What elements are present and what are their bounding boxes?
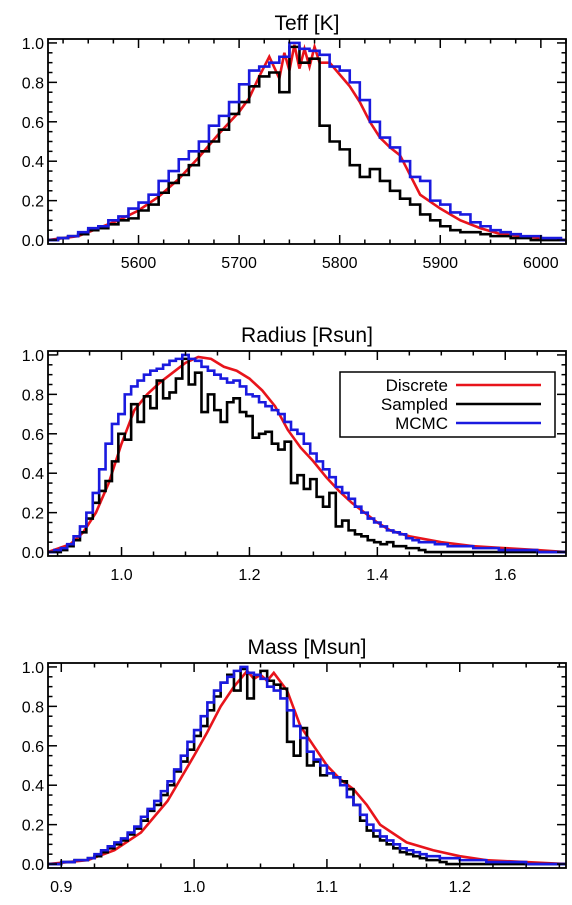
- y-tick-label: 1.0: [22, 660, 44, 677]
- y-tick-label: 0.4: [22, 778, 44, 795]
- x-tick-label: 1.1: [316, 879, 338, 896]
- y-tick-label: 0.4: [22, 466, 44, 483]
- y-tick-label: 0.6: [22, 115, 44, 132]
- chart-panel-radius-rsun: 1.0 1.2 1.4 1.6 0.0 0.2 0.4 0.6 0.8 1.0 Radius [Rs…: [22, 324, 567, 584]
- x-tick-label: 5800: [322, 255, 358, 272]
- chart-panel-mass-msun: 0.9 1.0 1.1 1.2 0.0 0.2 0.4 0.6 0.8 1.0 Mass [Msun…: [22, 636, 567, 896]
- x-tick-label: 0.9: [50, 879, 72, 896]
- x-tick-label: 1.4: [366, 567, 388, 584]
- legend-label-sampled: Sampled: [381, 395, 448, 414]
- y-tick-label: 1.0: [22, 348, 44, 365]
- series-line-mcmc: [48, 353, 566, 554]
- series-line-sampled: [48, 357, 566, 554]
- x-tick-label: 1.2: [238, 567, 260, 584]
- series-group: [48, 353, 566, 554]
- x-tick-label: 1.2: [449, 879, 471, 896]
- x-tick-label: 1.0: [183, 879, 205, 896]
- x-tick-label: 5900: [422, 255, 458, 272]
- x-tick-label: 1.6: [494, 567, 516, 584]
- chart-title: Teff [K]: [275, 12, 340, 35]
- series-line-sampled: [48, 667, 566, 866]
- x-tick-label: 5600: [121, 255, 157, 272]
- series-line-sampled: [48, 45, 566, 242]
- series-line-discrete: [48, 668, 566, 866]
- y-tick-label: 1.0: [22, 36, 44, 53]
- x-tick-label: 6000: [523, 255, 559, 272]
- series-group: [48, 41, 566, 242]
- chart-title: Mass [Msun]: [247, 636, 366, 659]
- y-tick-label: 0.4: [22, 154, 44, 171]
- y-tick-label: 0.0: [22, 545, 44, 562]
- series-line-discrete: [48, 42, 566, 242]
- y-tick-label: 0.6: [22, 427, 44, 444]
- y-tick-label: 0.2: [22, 506, 44, 523]
- series-line-mcmc: [48, 41, 566, 242]
- y-tick-label: 0.2: [22, 194, 44, 211]
- y-tick-label: 0.6: [22, 739, 44, 756]
- series-line-mcmc: [48, 665, 566, 866]
- y-tick-label: 0.8: [22, 387, 44, 404]
- y-tick-label: 0.0: [22, 233, 44, 250]
- series-group: [48, 665, 566, 866]
- x-tick-label: 1.0: [110, 567, 132, 584]
- y-tick-label: 0.2: [22, 818, 44, 835]
- plot-frame: [47, 38, 567, 245]
- legend-label-mcmc: MCMC: [395, 414, 448, 433]
- legend-label-discrete: Discrete: [386, 376, 448, 395]
- y-tick-label: 0.0: [22, 857, 44, 874]
- chart-panel-teff-k: 5600 5700 5800 5900 6000 0.0 0.2 0.4 0.6 0.8 1.0 Te…: [22, 12, 567, 272]
- y-tick-label: 0.8: [22, 75, 44, 92]
- chart-title: Radius [Rsun]: [241, 324, 373, 347]
- x-tick-label: 5700: [221, 255, 257, 272]
- y-tick-label: 0.8: [22, 699, 44, 716]
